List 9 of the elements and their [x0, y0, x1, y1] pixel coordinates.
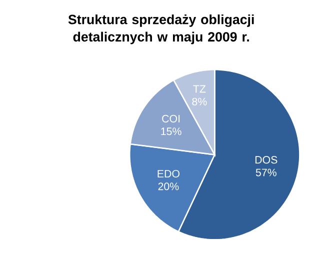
data-label: 8%	[192, 98, 207, 106]
chart-title: Struktura sprzedaży obligacji detalicznych w maju 2009 r.	[68, 14, 254, 44]
data-label: 57%	[256, 168, 276, 176]
slice-label: DOS	[255, 156, 278, 164]
slice-label: COI	[162, 115, 180, 123]
data-label: 20%	[158, 182, 179, 190]
data-label: 15%	[161, 128, 182, 136]
slice-label: TZ	[193, 85, 206, 93]
slice-label: EDO	[158, 170, 180, 178]
